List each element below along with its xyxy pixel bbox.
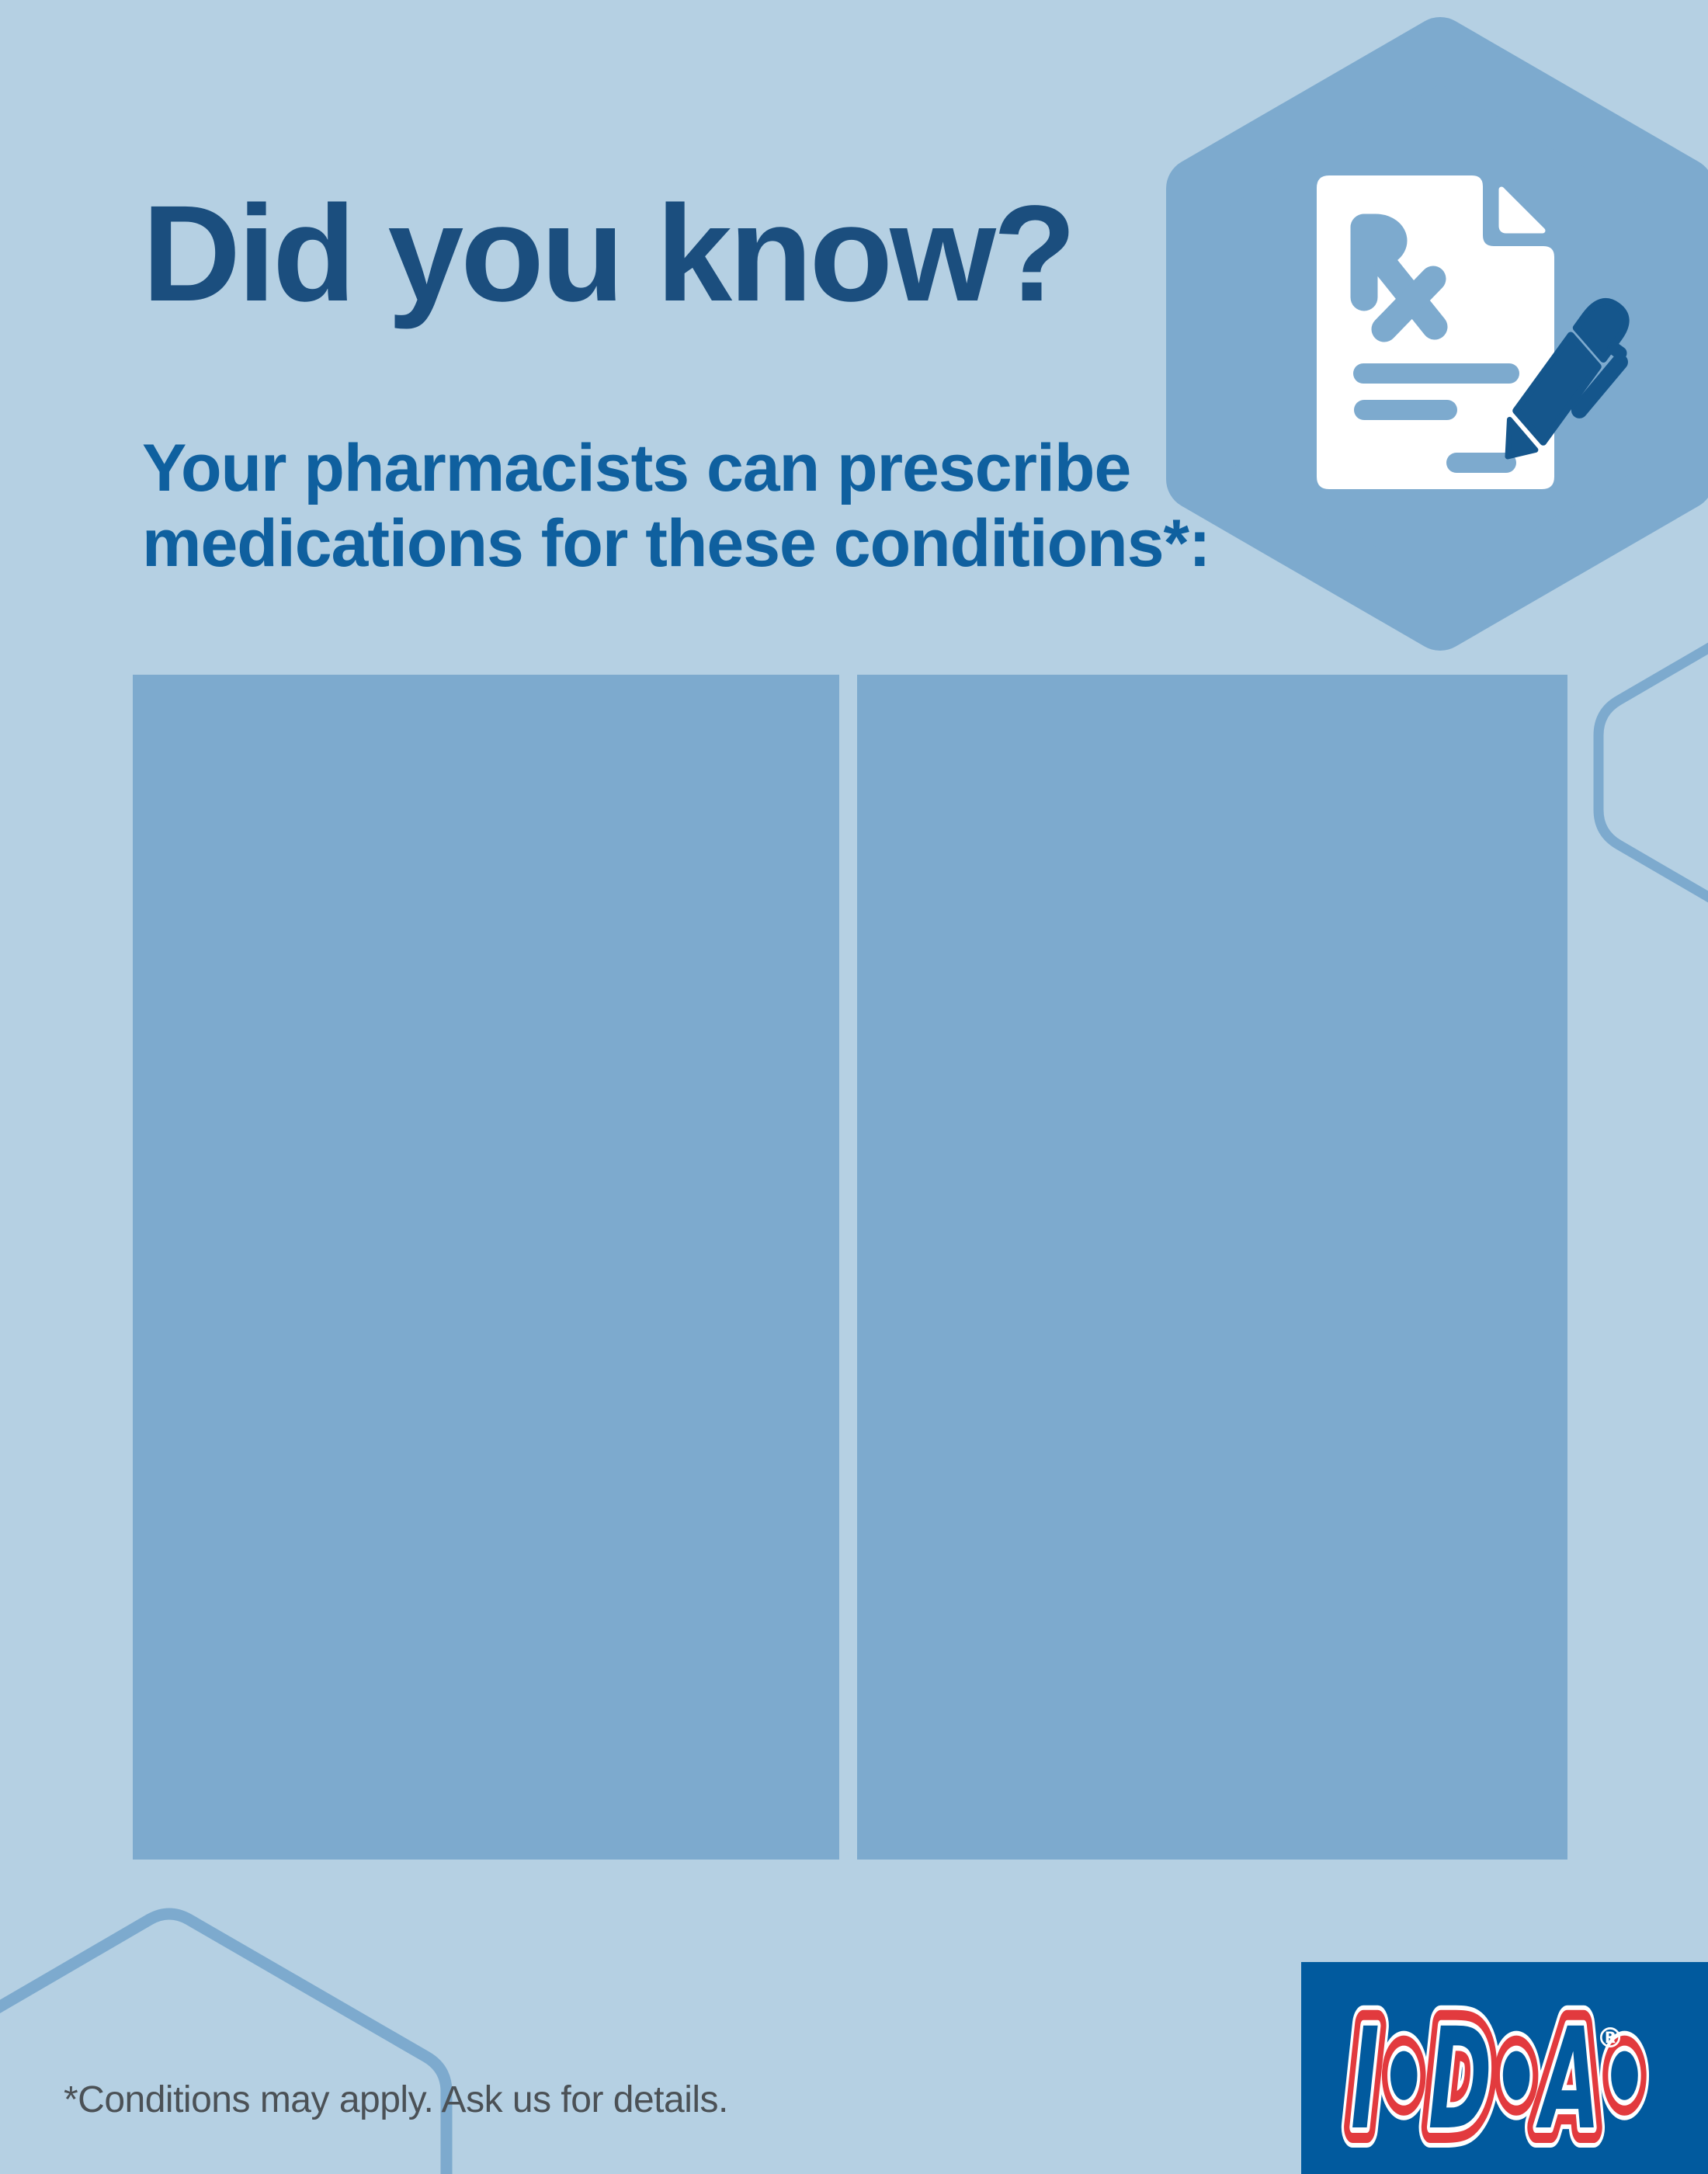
- ida-logo-fill: I•D•A•: [1351, 1999, 1649, 2161]
- document-lines-icon: [1353, 363, 1519, 473]
- ida-logo: I•D•A• I•D•A• I•D•A• I•D•A• ®: [1331, 1978, 1669, 2174]
- rx-symbol-icon: [1350, 214, 1448, 342]
- rx-document-icon: [1317, 175, 1554, 489]
- page-title: Did you know?: [142, 178, 1077, 330]
- ida-logo-outline-red: I•D•A•: [1351, 1999, 1649, 2161]
- footnote: *Conditions may apply. Ask us for detail…: [64, 2079, 728, 2120]
- page-subtitle: Your pharmacists can prescribe medicatio…: [142, 431, 1211, 582]
- hexagon-outline-bottom-left: [0, 1908, 453, 2174]
- subtitle-line-2: medications for these conditions*:: [142, 506, 1211, 581]
- registered-trademark-icon: ®: [1596, 2023, 1624, 2054]
- folded-corner-icon: [1498, 186, 1546, 234]
- ida-logo-outline-white-inner: I•D•A•: [1351, 1999, 1649, 2161]
- ida-logo-letters: I•D•A• I•D•A• I•D•A• I•D•A• ®: [1331, 1978, 1669, 2174]
- ida-logo-block: I•D•A• I•D•A• I•D•A• I•D•A• ®: [1301, 1962, 1708, 2174]
- subtitle-line-1: Your pharmacists can prescribe: [142, 431, 1131, 505]
- content-panel-left: [133, 675, 839, 1860]
- pen-icon: [1505, 297, 1630, 460]
- ida-logo-outline-white-outer: I•D•A•: [1351, 1999, 1649, 2161]
- content-panel-right: [857, 675, 1567, 1860]
- hexagon-outline-right: [1593, 642, 1708, 903]
